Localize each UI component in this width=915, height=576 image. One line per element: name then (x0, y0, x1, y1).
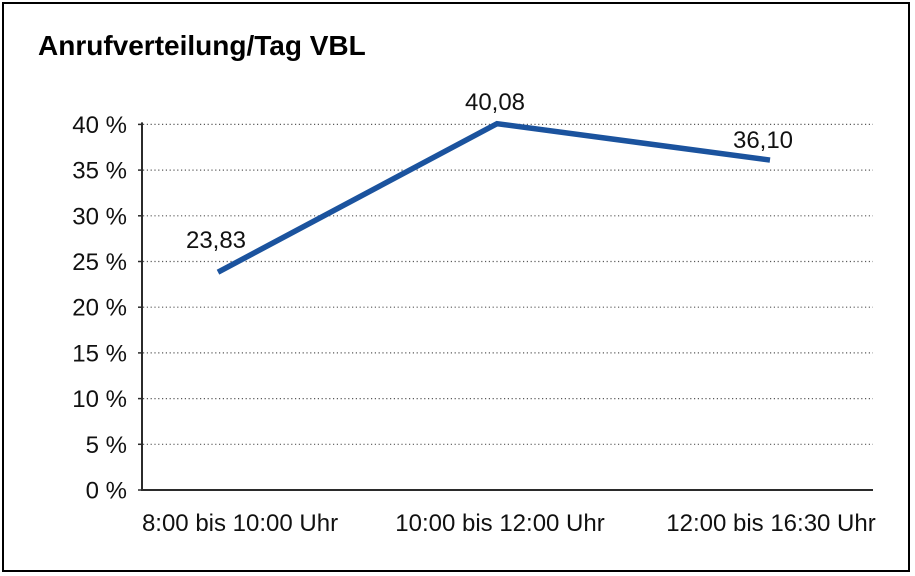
data-point-label: 40,08 (465, 89, 525, 116)
data-point-label: 23,83 (186, 227, 246, 254)
chart-title: Anrufverteilung/Tag VBL (38, 30, 366, 61)
y-axis-tick-label: 30 % (72, 203, 127, 230)
y-axis-tick-label: 5 % (86, 432, 127, 459)
y-axis-tick-label: 10 % (72, 386, 127, 413)
y-axis-tick-label: 15 % (72, 340, 127, 367)
y-axis-tick-label: 25 % (72, 249, 127, 276)
y-axis-tick-label: 0 % (86, 478, 127, 505)
data-line-series (216, 120, 771, 275)
y-axis-tick-label: 40 % (72, 112, 127, 139)
x-axis-category-label: 10:00 bis 12:00 Uhr (395, 510, 604, 537)
data-point-label: 36,10 (733, 127, 793, 154)
y-axis-tick-label: 35 % (72, 158, 127, 185)
y-axis-tick-label: 20 % (72, 295, 127, 322)
x-axis-category-label: 12:00 bis 16:30 Uhr (666, 510, 875, 537)
x-axis-category-label: 8:00 bis 10:00 Uhr (142, 510, 338, 537)
